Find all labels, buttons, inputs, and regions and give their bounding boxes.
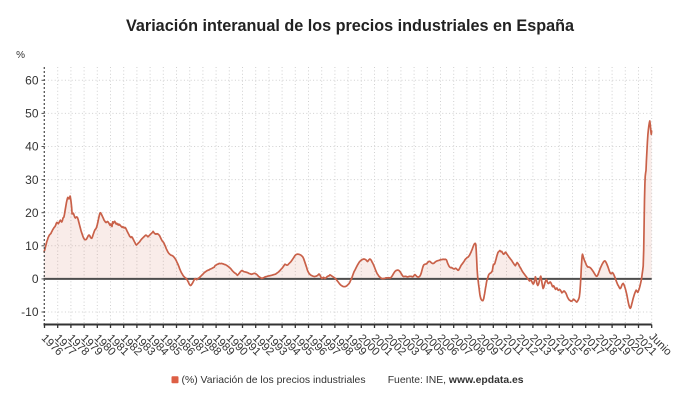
svg-text:-10: -10 [21, 305, 39, 319]
svg-text:0: 0 [32, 272, 39, 286]
svg-text:(%) Variación de los precios i: (%) Variación de los precios industriale… [182, 375, 366, 386]
svg-text:%: % [16, 50, 25, 61]
svg-text:40: 40 [25, 140, 39, 154]
svg-text:10: 10 [25, 239, 39, 253]
svg-text:Fuente: INE, www.epdata.es: Fuente: INE, www.epdata.es [388, 375, 524, 386]
svg-text:20: 20 [25, 206, 39, 220]
svg-text:30: 30 [25, 173, 39, 187]
svg-text:60: 60 [25, 74, 39, 88]
svg-text:50: 50 [25, 107, 39, 121]
svg-text:Variación interanual de los pr: Variación interanual de los precios indu… [126, 17, 575, 35]
